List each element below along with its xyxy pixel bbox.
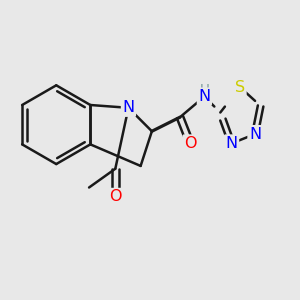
Text: N: N [198, 89, 210, 104]
Text: O: O [109, 189, 122, 204]
Text: N: N [249, 127, 261, 142]
Text: N: N [122, 100, 134, 115]
Text: O: O [184, 136, 196, 151]
Text: N: N [226, 136, 238, 151]
Text: H: H [200, 82, 209, 96]
Text: S: S [235, 80, 245, 95]
